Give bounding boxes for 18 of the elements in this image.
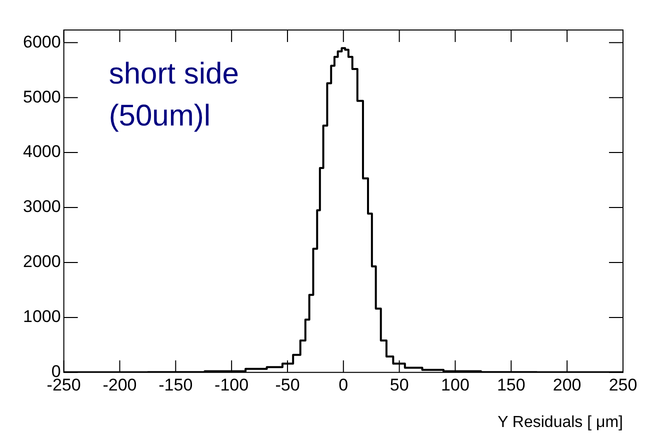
x-tick-label: -150 [158, 375, 193, 394]
x-tick-label: -50 [275, 375, 300, 394]
x-tick-label: 100 [441, 375, 470, 394]
x-tick-label: 0 [338, 375, 348, 394]
x-tick-label: -200 [102, 375, 137, 394]
y-tick-label: 2000 [22, 252, 61, 272]
x-axis-title: Y Residuals [ μm] [498, 414, 623, 431]
annotation: short side (50um)l [108, 57, 239, 132]
y-tick-label: 3000 [22, 197, 61, 216]
x-tick-label: 150 [496, 375, 526, 394]
y-tick-label: 6000 [22, 32, 61, 52]
y-tick-label: 5000 [22, 87, 61, 106]
y-tick-label: 1000 [22, 307, 61, 326]
x-tick-label: 50 [390, 375, 409, 394]
x-tick-label: 200 [552, 375, 582, 394]
x-tick-label: -100 [214, 375, 249, 394]
x-tick-label: 250 [608, 375, 638, 394]
y-tick-label: 4000 [22, 142, 61, 162]
